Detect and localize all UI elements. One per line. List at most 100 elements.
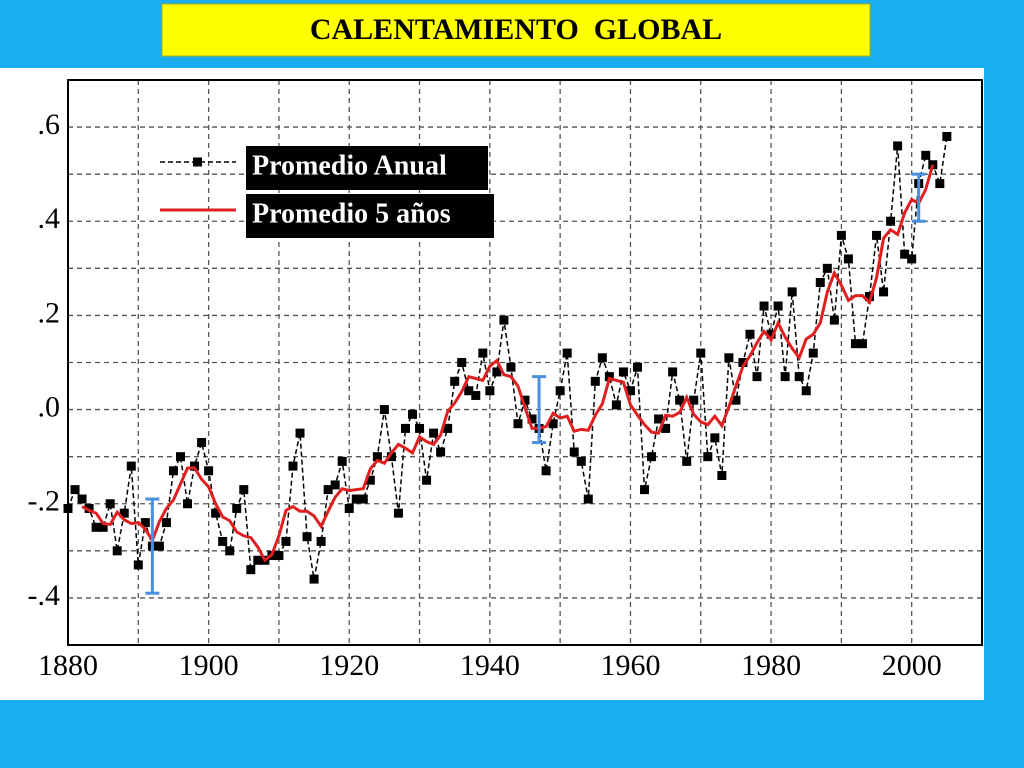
data-point — [232, 503, 242, 513]
data-point — [281, 536, 291, 546]
data-point — [738, 358, 748, 367]
data-point — [175, 452, 185, 462]
data-point — [541, 466, 551, 476]
data-point — [724, 353, 734, 363]
data-point — [239, 485, 249, 495]
data-point — [63, 503, 73, 513]
data-point — [309, 574, 319, 584]
data-point — [358, 494, 368, 504]
data-point — [696, 348, 706, 358]
plot: 1880 1900 1920 1940 1960 1980 2000 -.4 -.2 .0 .2 .4… — [28, 79, 983, 682]
data-point — [731, 395, 741, 405]
x-tick-label: 1920 — [319, 649, 379, 682]
data-point — [872, 230, 882, 240]
legend-label: Promedio 5 años — [252, 198, 451, 229]
data-point — [372, 452, 382, 462]
data-point — [597, 353, 607, 363]
data-point — [112, 546, 122, 556]
data-point — [478, 348, 488, 358]
x-tick-label: 2000 — [882, 649, 942, 682]
data-point — [246, 565, 256, 575]
data-point — [330, 480, 340, 490]
data-point — [119, 508, 129, 518]
data-point — [942, 132, 952, 141]
data-point — [900, 249, 910, 259]
data-point — [682, 456, 692, 466]
series-line — [81, 164, 935, 563]
data-point — [569, 447, 579, 457]
data-point — [295, 428, 305, 438]
data-point — [520, 395, 530, 405]
data-point — [710, 433, 720, 443]
data-point — [879, 287, 889, 297]
data-point — [668, 367, 678, 377]
data-point — [527, 414, 537, 424]
data-point — [70, 485, 80, 495]
data-point — [513, 419, 523, 429]
data-point — [337, 456, 347, 466]
y-tick-label: .0 — [38, 390, 61, 423]
data-point — [548, 419, 558, 429]
plot-frame — [67, 79, 983, 646]
data-point — [98, 522, 108, 532]
data-point — [499, 315, 509, 325]
data-point — [386, 452, 396, 462]
data-point — [225, 546, 235, 556]
data-point — [302, 532, 312, 542]
title-box — [161, 3, 871, 57]
data-point — [379, 405, 389, 415]
data-point — [211, 508, 221, 518]
data-point — [654, 414, 664, 424]
data-point — [801, 386, 811, 396]
data-point — [766, 329, 776, 339]
data-point — [323, 485, 333, 495]
data-point — [661, 423, 671, 433]
data-point — [822, 263, 832, 273]
data-point — [752, 372, 762, 382]
series-line — [67, 136, 948, 580]
chart-title: CALENTAMIENTO GLOBAL — [310, 13, 722, 46]
data-point — [745, 329, 755, 339]
data-point — [787, 287, 797, 297]
x-tick-label: 1900 — [179, 649, 239, 682]
data-point — [562, 348, 572, 358]
data-point — [604, 372, 614, 382]
data-point — [190, 461, 200, 471]
data-point — [808, 348, 818, 358]
data-point — [183, 499, 193, 509]
data-point — [759, 301, 769, 311]
data-point — [464, 386, 474, 396]
legend-item: Promedio 5 años — [160, 194, 494, 238]
data-point — [689, 395, 699, 405]
legend-label-bg — [246, 146, 488, 190]
data-point — [197, 438, 207, 448]
data-point — [457, 358, 467, 367]
data-point — [717, 471, 727, 480]
data-point — [703, 452, 713, 462]
y-tick-label: .2 — [38, 296, 61, 329]
data-point — [583, 494, 593, 504]
data-point — [886, 216, 896, 226]
data-point — [351, 494, 361, 504]
x-tick-label: 1880 — [38, 649, 98, 682]
data-point — [393, 508, 403, 518]
data-point — [935, 179, 945, 189]
data-point — [471, 390, 481, 400]
data-point — [84, 503, 94, 513]
data-point — [344, 503, 354, 513]
data-point — [857, 339, 867, 349]
data-point — [773, 301, 783, 311]
data-point — [618, 367, 628, 377]
data-point — [632, 362, 642, 372]
data-point — [415, 423, 425, 433]
data-point — [611, 400, 621, 410]
data-point — [590, 376, 600, 386]
legend-item: Promedio Anual — [160, 146, 488, 190]
data-point — [675, 395, 685, 405]
data-point — [274, 551, 284, 561]
data-point — [492, 367, 502, 377]
data-point — [647, 452, 657, 462]
legend-marker — [193, 157, 202, 167]
data-point — [850, 339, 860, 349]
data-point — [450, 376, 460, 386]
